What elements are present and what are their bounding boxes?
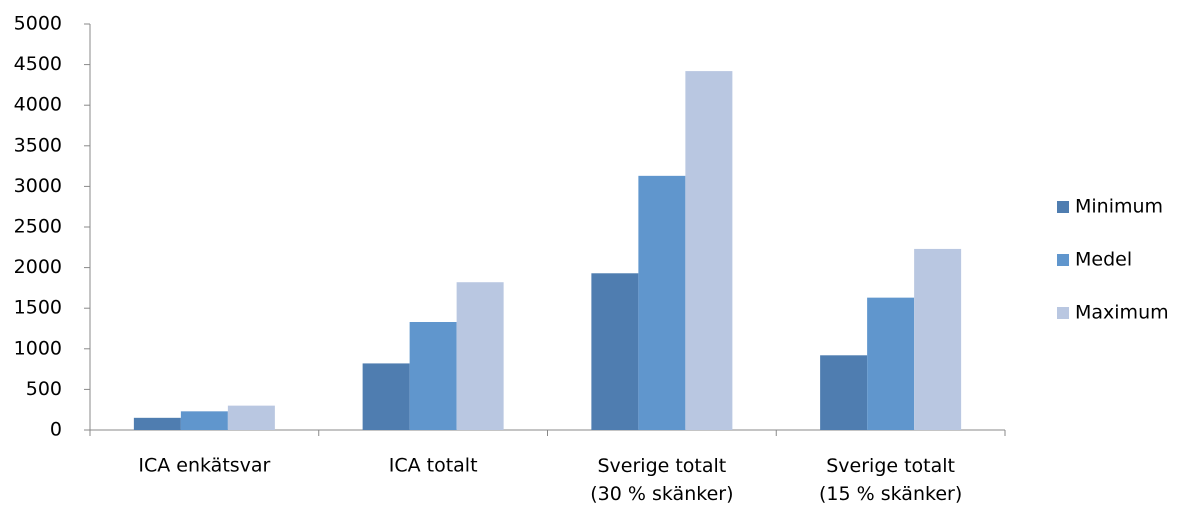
y-tick-label: 1000: [14, 337, 62, 359]
x-tick-label: Sverige totalt (15 % skänker): [819, 455, 962, 505]
bar: [180, 411, 228, 430]
y-tick-label: 500: [26, 378, 62, 400]
x-tick-label: ICA enkätsvar: [138, 455, 270, 477]
legend-label: Minimum: [1075, 196, 1163, 218]
bar: [914, 248, 962, 430]
y-tick-label: 2000: [14, 256, 62, 278]
y-tick-label: 4500: [14, 53, 62, 75]
bar: [591, 273, 639, 430]
bar: [456, 282, 504, 430]
y-tick-label: 2500: [14, 216, 62, 238]
bar: [820, 355, 868, 430]
bar: [867, 297, 915, 430]
legend-swatch: [1057, 307, 1069, 319]
x-tick-label: Sverige totalt (30 % skänker): [590, 455, 733, 505]
y-tick-label: 5000: [14, 13, 62, 35]
legend-label: Maximum: [1075, 302, 1169, 324]
bar: [409, 322, 457, 430]
y-tick-label: 1500: [14, 297, 62, 319]
y-tick-label: 4000: [14, 94, 62, 116]
legend-label: Medel: [1075, 249, 1132, 271]
x-tick-label: ICA totalt: [389, 455, 478, 477]
legend-swatch: [1057, 201, 1069, 213]
y-tick-label: 0: [50, 419, 62, 441]
legend-swatch: [1057, 254, 1069, 266]
bar: [362, 363, 410, 430]
bar: [227, 405, 275, 430]
bar: [133, 417, 181, 430]
bar: [685, 71, 733, 430]
y-tick-label: 3500: [14, 134, 62, 156]
bar: [638, 175, 686, 430]
y-tick-label: 3000: [14, 175, 62, 197]
